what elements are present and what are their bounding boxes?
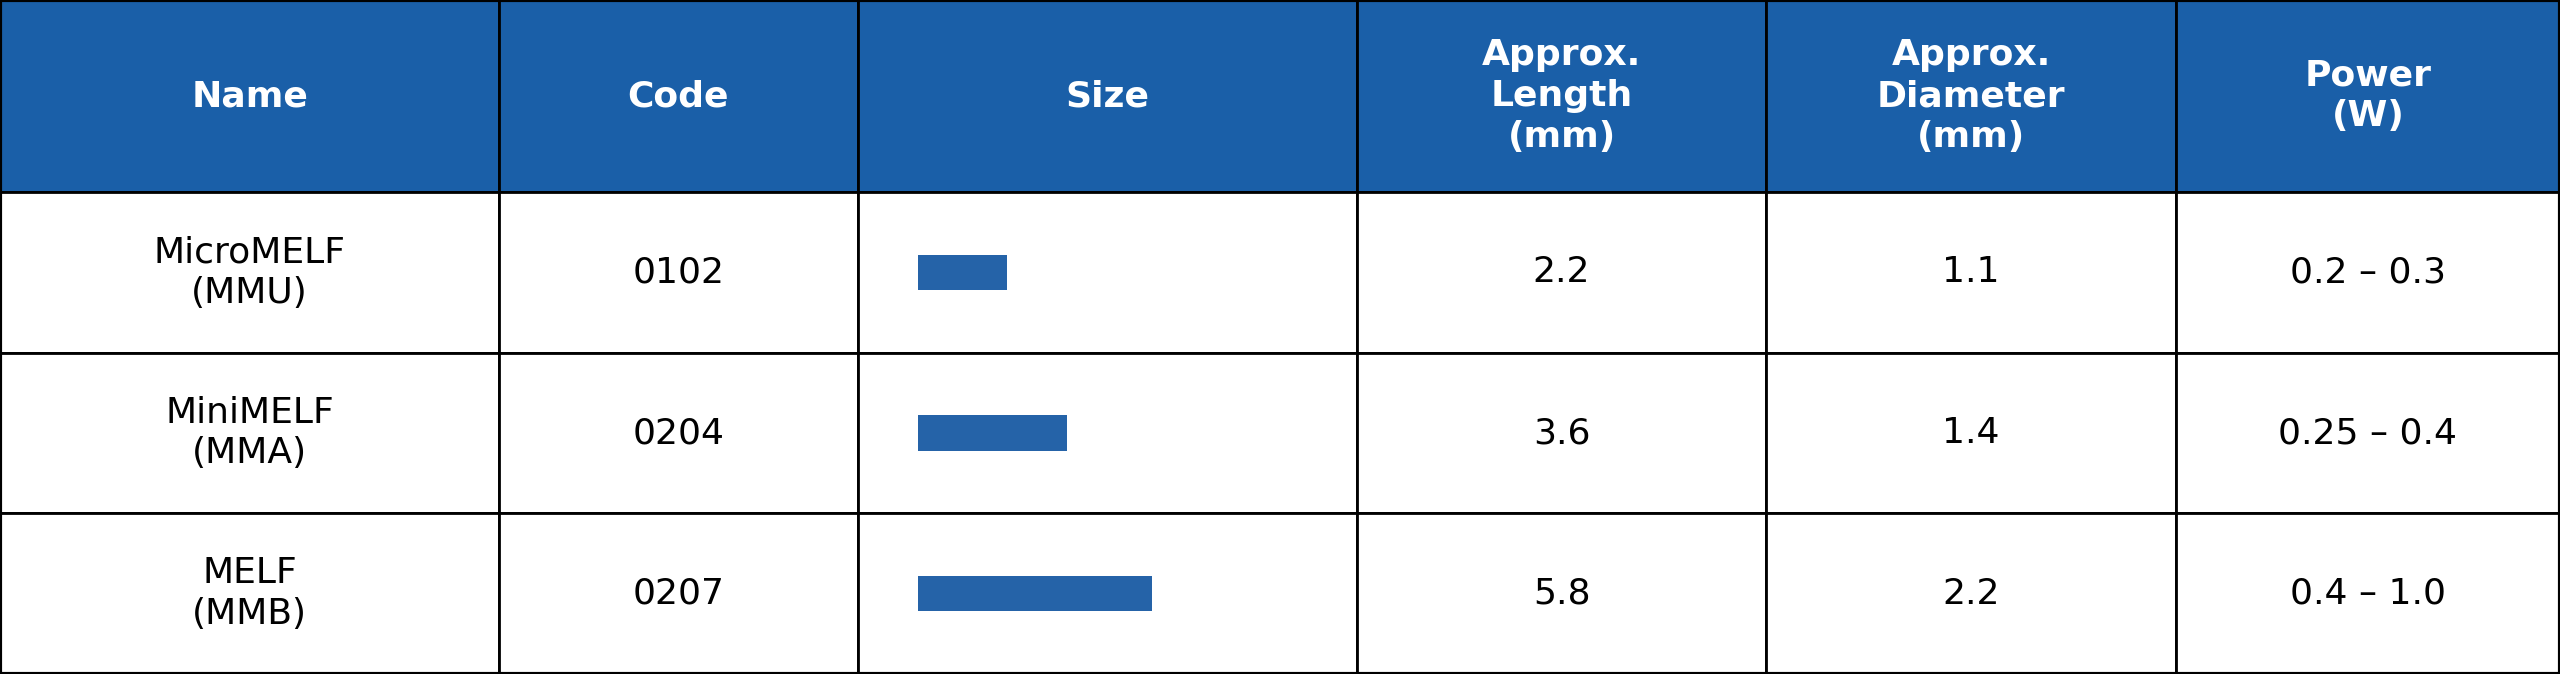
- Bar: [1357, 0, 1766, 192]
- Text: 2.2: 2.2: [1533, 255, 1590, 289]
- Text: 0102: 0102: [632, 255, 724, 289]
- Text: Size: Size: [1065, 79, 1149, 113]
- Bar: [858, 514, 1357, 674]
- Bar: [1357, 353, 1766, 514]
- Bar: [1357, 514, 1766, 674]
- Text: 1.4: 1.4: [1943, 416, 1999, 450]
- Bar: [1766, 0, 2176, 192]
- Text: MELF
(MMB): MELF (MMB): [192, 556, 307, 631]
- Bar: [499, 192, 858, 353]
- Bar: [858, 0, 1357, 192]
- Text: Code: Code: [627, 79, 730, 113]
- Text: 0207: 0207: [632, 577, 724, 611]
- Bar: [1357, 192, 1766, 353]
- Bar: [2176, 0, 2560, 192]
- Text: 1.1: 1.1: [1943, 255, 1999, 289]
- Bar: [858, 192, 1357, 353]
- Text: 0.4 – 1.0: 0.4 – 1.0: [2291, 577, 2445, 611]
- Bar: [916, 576, 1152, 611]
- Text: MiniMELF
(MMA): MiniMELF (MMA): [166, 396, 333, 470]
- Bar: [2176, 192, 2560, 353]
- Text: MicroMELF
(MMU): MicroMELF (MMU): [154, 235, 346, 310]
- Bar: [499, 353, 858, 514]
- Text: 5.8: 5.8: [1533, 577, 1590, 611]
- Text: 0.2 – 0.3: 0.2 – 0.3: [2291, 255, 2445, 289]
- Bar: [1766, 514, 2176, 674]
- Bar: [0, 353, 499, 514]
- Bar: [916, 415, 1068, 451]
- Text: Name: Name: [192, 79, 307, 113]
- Text: Approx.
Length
(mm): Approx. Length (mm): [1482, 38, 1641, 154]
- Text: 3.6: 3.6: [1533, 416, 1590, 450]
- Bar: [916, 255, 1009, 290]
- Bar: [0, 0, 499, 192]
- Bar: [0, 192, 499, 353]
- Text: Approx.
Diameter
(mm): Approx. Diameter (mm): [1876, 38, 2066, 154]
- Text: 2.2: 2.2: [1943, 577, 1999, 611]
- Bar: [2176, 514, 2560, 674]
- Bar: [0, 514, 499, 674]
- Text: 0204: 0204: [632, 416, 724, 450]
- Bar: [1766, 353, 2176, 514]
- Bar: [499, 514, 858, 674]
- Bar: [2176, 353, 2560, 514]
- Bar: [1766, 192, 2176, 353]
- Text: 0.25 – 0.4: 0.25 – 0.4: [2278, 416, 2458, 450]
- Bar: [858, 353, 1357, 514]
- Text: Power
(W): Power (W): [2304, 59, 2432, 133]
- Bar: [499, 0, 858, 192]
